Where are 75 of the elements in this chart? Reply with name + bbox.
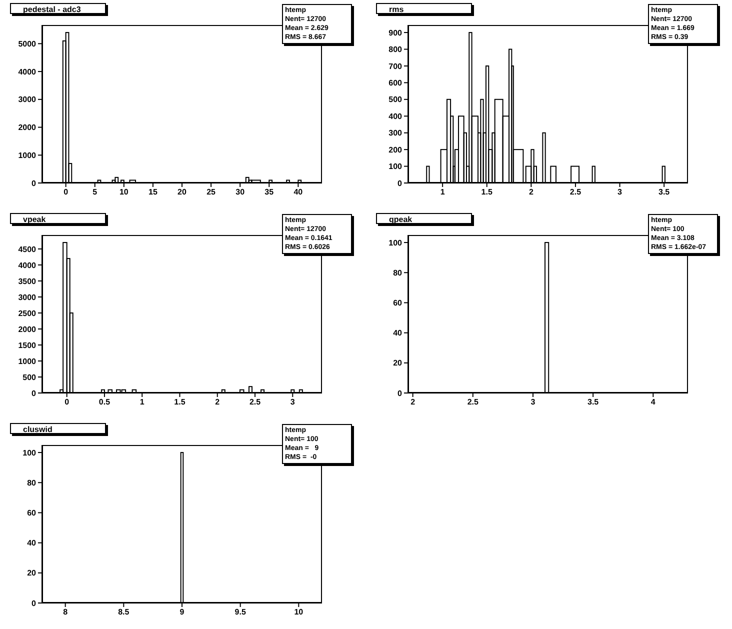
x-tick-label: 2: [410, 398, 416, 407]
x-tick-label: 10: [119, 188, 129, 197]
y-tick-label: 0: [32, 178, 37, 188]
y-tick-label: 20: [27, 568, 37, 578]
chart-title: qpeak: [376, 213, 472, 224]
y-tick-label: 80: [27, 478, 37, 488]
x-tick-label: 3: [530, 398, 536, 407]
y-tick-label: 100: [388, 162, 403, 172]
x-tick-label: 40: [294, 188, 304, 197]
chart-title: vpeak: [10, 213, 106, 224]
y-tick-label: 1000: [18, 356, 37, 366]
y-tick-label: 80: [393, 268, 403, 278]
y-tick-label: 1000: [18, 150, 37, 160]
x-tick-label: 1: [140, 398, 145, 407]
y-tick-label: 2500: [18, 308, 37, 318]
x-tick-label: 1.5: [174, 398, 186, 407]
y-tick-label: 4500: [18, 244, 37, 254]
x-tick-label: 5: [92, 188, 98, 197]
y-tick-label: 1500: [18, 340, 37, 350]
x-tick-label: 0.5: [98, 398, 111, 407]
x-tick-label: 3.5: [588, 398, 600, 407]
x-tick-label: 20: [178, 188, 187, 197]
y-tick-label: 500: [22, 372, 37, 382]
y-tick-label: 0: [398, 388, 403, 398]
x-tick-label: 1: [440, 188, 446, 197]
y-tick-label: 400: [388, 112, 403, 121]
y-tick-label: 3000: [18, 95, 37, 104]
x-tick-label: 3: [618, 188, 623, 197]
chart-title: cluswid: [10, 423, 106, 434]
x-tick-label: 15: [148, 188, 158, 197]
y-tick-label: 100: [22, 448, 37, 458]
y-tick-label: 300: [388, 128, 403, 138]
x-tick-label: 8: [63, 608, 68, 617]
y-tick-label: 0: [398, 178, 403, 188]
x-tick-label: 10: [294, 608, 304, 617]
y-tick-label: 2000: [18, 123, 37, 132]
y-tick-label: 2000: [18, 324, 37, 334]
x-tick-label: 9.5: [234, 608, 246, 617]
y-tick-label: 900: [388, 28, 403, 38]
x-tick-label: 0: [64, 188, 69, 197]
x-tick-label: 2: [215, 398, 220, 407]
x-tick-label: 3: [290, 398, 296, 407]
y-tick-label: 20: [393, 358, 403, 368]
x-tick-label: 35: [264, 188, 274, 197]
y-tick-label: 40: [393, 328, 403, 338]
x-tick-label: 4: [650, 398, 656, 407]
y-tick-label: 4000: [18, 260, 37, 270]
y-tick-label: 3000: [18, 292, 37, 302]
x-tick-label: 30: [236, 188, 246, 197]
y-tick-label: 40: [27, 538, 37, 548]
y-tick-label: 5000: [18, 40, 37, 49]
x-tick-label: 2: [528, 188, 534, 197]
y-tick-label: 0: [32, 598, 37, 608]
x-tick-label: 25: [206, 188, 216, 197]
chart-title: pedestal - adc3: [10, 3, 106, 14]
y-tick-label: 500: [388, 95, 403, 104]
y-tick-label: 800: [388, 45, 403, 54]
chart-title: rms: [376, 3, 472, 14]
y-tick-label: 60: [27, 508, 37, 518]
y-tick-label: 4000: [18, 67, 37, 76]
x-tick-label: 8.5: [118, 608, 130, 617]
y-tick-label: 600: [388, 78, 403, 88]
y-tick-label: 0: [32, 388, 37, 398]
x-tick-label: 2.5: [467, 398, 479, 407]
y-tick-label: 200: [388, 145, 403, 154]
x-tick-label: 3.5: [658, 188, 670, 197]
x-tick-label: 1.5: [481, 188, 493, 197]
x-tick-label: 0: [64, 398, 70, 407]
y-tick-label: 700: [388, 62, 403, 71]
y-tick-label: 100: [388, 238, 403, 248]
x-tick-label: 9: [180, 608, 185, 617]
x-tick-label: 2.5: [570, 188, 582, 197]
y-tick-label: 60: [393, 298, 403, 308]
y-tick-label: 3500: [18, 276, 37, 286]
x-tick-label: 2.5: [249, 398, 262, 407]
